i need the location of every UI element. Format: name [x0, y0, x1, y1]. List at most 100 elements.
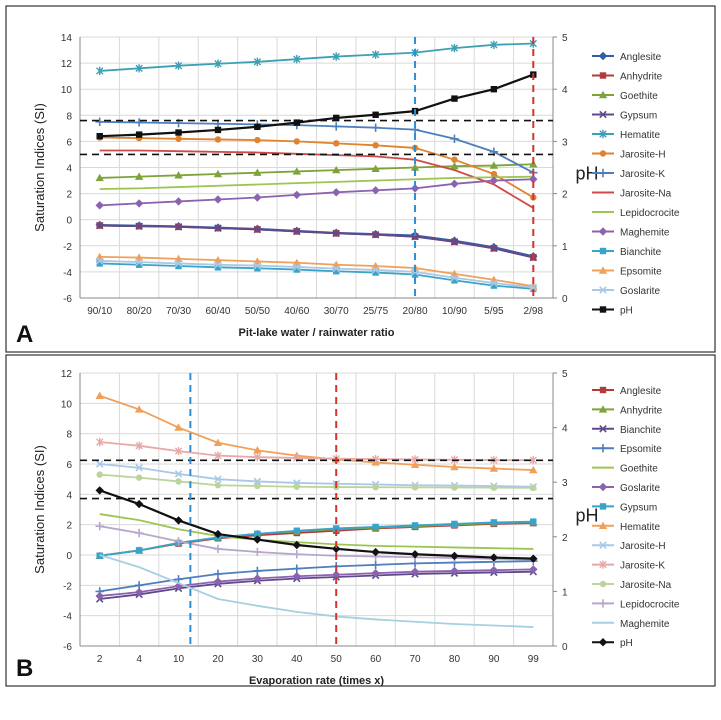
legend-label: Goslarite — [620, 483, 660, 494]
point-bianchite — [333, 268, 340, 275]
point-bianchite — [96, 260, 103, 267]
legend-item: Anglesite — [592, 386, 662, 397]
line-jarosite-h — [99, 136, 534, 199]
legend-swatch-marker — [599, 150, 607, 157]
legend-item: Lepidocrocite — [592, 599, 680, 610]
point-lepidocrocite — [253, 547, 262, 557]
point-jarosite-k — [371, 123, 380, 132]
y2-axis-title: pH — [575, 506, 598, 526]
point-goslarite — [450, 566, 459, 576]
y2-tick-label: 5 — [562, 33, 568, 44]
legend-label: Jarosite-Na — [620, 189, 672, 200]
legend-label: Lepidocrocite — [620, 599, 680, 610]
y-tick-label: 0 — [66, 216, 72, 227]
x-tick-label: 5/95 — [484, 306, 504, 317]
point-goethite — [410, 163, 420, 171]
point-hematite — [174, 423, 183, 431]
point-maghemite — [371, 186, 380, 195]
point-jarosite-h — [333, 140, 340, 147]
point-ph — [332, 544, 341, 554]
x-tick-label: 40/60 — [284, 306, 309, 317]
legend-item: Epsomite — [592, 444, 662, 455]
point-jarosite-na — [490, 484, 498, 491]
point-hematite — [410, 460, 420, 468]
legend-swatch-marker — [599, 110, 607, 119]
x-tick-label: 90/10 — [87, 306, 112, 317]
line-maghemite — [99, 554, 534, 628]
point-goslarite — [292, 572, 301, 581]
point-maghemite — [450, 179, 459, 189]
point-goslarite — [253, 261, 262, 270]
legend-label: Anglesite — [620, 52, 662, 63]
legend-swatch-marker — [598, 51, 608, 61]
legend-item: Jarosite-Na — [592, 189, 672, 200]
line-lepidocrocite — [99, 175, 534, 190]
y-tick-label: -6 — [63, 294, 72, 305]
legend-item: Goethite — [592, 464, 658, 475]
point-ph — [450, 551, 459, 561]
point-maghemite — [292, 190, 301, 200]
point-goethite — [489, 161, 499, 169]
point-epsomite — [253, 566, 262, 576]
legend-swatch-marker — [598, 638, 608, 647]
point-goethite — [95, 173, 104, 182]
point-hematite — [293, 54, 301, 64]
y2-tick-label: 5 — [562, 369, 568, 380]
y-tick-label: 2 — [66, 521, 72, 532]
point-gypsum — [293, 527, 300, 534]
legend-swatch-marker — [598, 444, 608, 453]
point-jarosite-h — [214, 475, 222, 483]
legend-label: Jarosite-H — [620, 150, 666, 161]
point-hematite — [450, 462, 459, 471]
line-jarosite-na — [99, 149, 534, 209]
y-tick-label: 10 — [61, 85, 73, 96]
panel-letter: B — [16, 655, 33, 682]
legend-label: Bianchite — [620, 247, 662, 258]
legend-label: Anglesite — [620, 386, 662, 397]
point-jarosite-h — [214, 136, 222, 143]
y2-tick-label: 0 — [562, 642, 568, 653]
x-tick-label: 50 — [331, 654, 343, 665]
legend-item: Bianchite — [592, 425, 662, 436]
y2-tick-label: 4 — [562, 424, 568, 435]
x-tick-label: 20 — [212, 654, 224, 665]
legend-label: pH — [620, 638, 633, 649]
legend-label: Hematite — [620, 130, 660, 141]
y-tick-label: 4 — [66, 164, 72, 175]
x-tick-label: 99 — [528, 654, 540, 665]
x-tick-label: 70/30 — [166, 306, 191, 317]
point-hematite — [174, 61, 183, 70]
y2-tick-label: 3 — [562, 137, 568, 148]
point-hematite — [96, 66, 104, 76]
point-gypsum — [451, 520, 458, 528]
legend-item: Maghemite — [592, 227, 670, 239]
point-jarosite-na — [411, 484, 419, 491]
point-maghemite — [410, 184, 420, 193]
y-tick-label: 6 — [66, 137, 72, 148]
legend-label: Gypsum — [620, 111, 657, 122]
y2-tick-label: 4 — [562, 85, 568, 96]
series-maghemite — [95, 175, 538, 210]
legend-item: Jarosite-H — [592, 150, 666, 161]
x-tick-label: 70 — [409, 654, 421, 665]
x-tick-label: 90 — [488, 654, 500, 665]
legend-label: Jarosite-Na — [620, 580, 672, 591]
point-ph — [489, 553, 499, 562]
y2-tick-label: 2 — [562, 190, 568, 201]
point-ph — [253, 535, 262, 544]
point-jarosite-h — [174, 470, 183, 478]
point-bianchite — [175, 262, 182, 270]
point-maghemite — [213, 195, 223, 204]
y-tick-label: -2 — [63, 242, 72, 253]
point-lepidocrocite — [134, 528, 144, 538]
legend-label: Anhydrite — [620, 405, 663, 416]
y-tick-label: 8 — [66, 111, 72, 122]
legend-label: Lepidocrocite — [620, 208, 680, 219]
line-ph — [99, 73, 534, 138]
x-axis-title: Pit-lake water / rainwater ratio — [239, 327, 395, 339]
point-goethite — [213, 169, 223, 178]
point-ph — [293, 119, 300, 126]
point-goslarite — [450, 274, 459, 282]
point-goslarite — [410, 567, 420, 576]
